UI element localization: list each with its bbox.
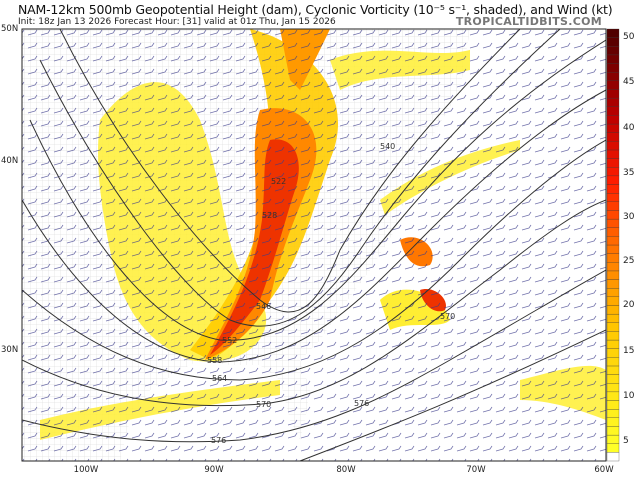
contour-label: 552 bbox=[222, 336, 237, 345]
colorbar-segment bbox=[606, 391, 620, 401]
colorbar-segment bbox=[606, 400, 620, 410]
colorbar-tick: 40 bbox=[623, 123, 635, 133]
colorbar-segment bbox=[606, 409, 620, 418]
lon-label-60w: 60W bbox=[594, 465, 614, 475]
colorbar-segment bbox=[606, 201, 620, 211]
contour-label: 558 bbox=[207, 356, 222, 365]
colorbar-tick: 45 bbox=[623, 77, 635, 87]
height-contours bbox=[22, 29, 606, 461]
colorbar-segment bbox=[606, 270, 620, 280]
colorbar-segment bbox=[606, 28, 620, 38]
contour-label: 576 bbox=[211, 436, 226, 445]
lat-label-30n: 30N bbox=[1, 345, 19, 355]
colorbar-segment bbox=[606, 443, 620, 453]
colorbar-segment bbox=[606, 210, 620, 220]
colorbar-segment bbox=[606, 383, 620, 393]
colorbar-segment bbox=[606, 89, 620, 99]
colorbar-segment bbox=[606, 97, 620, 107]
contour-label: 546 bbox=[256, 302, 271, 311]
map-subtitle: Init: 18z Jan 13 2026 Forecast Hour: [31… bbox=[18, 17, 336, 27]
colorbar-segment bbox=[606, 357, 620, 367]
colorbar bbox=[606, 28, 620, 462]
colorbar-tick: 30 bbox=[623, 212, 635, 222]
colorbar-segment bbox=[606, 175, 620, 185]
colorbar-segment bbox=[606, 167, 620, 177]
colorbar-segment bbox=[606, 417, 620, 427]
map-frame bbox=[21, 28, 607, 462]
colorbar-segment bbox=[606, 348, 620, 358]
colorbar-segment bbox=[606, 434, 620, 444]
colorbar-tick: 20 bbox=[623, 300, 635, 310]
colorbar-tick: 25 bbox=[623, 256, 635, 266]
colorbar-tick: 5 bbox=[623, 436, 629, 446]
colorbar-segment bbox=[606, 322, 620, 332]
colorbar-segment bbox=[606, 132, 620, 142]
contour-label: 570 bbox=[256, 400, 271, 409]
colorbar-tick: 50 bbox=[623, 32, 635, 42]
colorbar-tick: 35 bbox=[623, 168, 635, 178]
colorbar-segment bbox=[606, 149, 620, 159]
contour-label: 522 bbox=[271, 177, 286, 186]
colorbar-segment bbox=[606, 115, 620, 125]
colorbar-segment bbox=[606, 63, 620, 73]
lon-label-100w: 100W bbox=[73, 465, 99, 475]
contour-label: 570 bbox=[440, 312, 455, 321]
colorbar-segment bbox=[606, 279, 620, 289]
colorbar-segment bbox=[606, 374, 620, 384]
colorbar-segment bbox=[606, 331, 620, 341]
colorbar-tick: 10 bbox=[623, 391, 635, 401]
colorbar-segment bbox=[606, 158, 620, 168]
colorbar-segment bbox=[606, 80, 620, 90]
lat-label-50n: 50N bbox=[1, 24, 19, 34]
contour-label: 540 bbox=[380, 142, 395, 151]
colorbar-segment bbox=[606, 37, 620, 47]
colorbar-segment bbox=[606, 227, 620, 237]
colorbar-segment bbox=[606, 123, 620, 133]
lat-label-40n: 40N bbox=[1, 156, 19, 166]
colorbar-segment bbox=[606, 244, 620, 254]
lon-label-70w: 70W bbox=[466, 465, 486, 475]
colorbar-segment bbox=[606, 236, 620, 246]
colorbar-tick: 15 bbox=[623, 346, 635, 356]
colorbar-segment bbox=[606, 184, 620, 194]
colorbar-segment bbox=[606, 141, 620, 151]
colorbar-segment bbox=[606, 452, 620, 462]
contour-label: 564 bbox=[212, 374, 227, 383]
contour-labels: 522 528 540 546 552 558 564 570 576 570 … bbox=[207, 142, 455, 445]
contour-label: 576 bbox=[354, 399, 369, 408]
colorbar-segment bbox=[606, 288, 620, 297]
colorbar-segment bbox=[606, 296, 620, 306]
colorbar-segment bbox=[606, 426, 620, 436]
colorbar-segment bbox=[606, 313, 620, 323]
contour-label: 528 bbox=[262, 211, 277, 220]
lon-label-80w: 80W bbox=[336, 465, 356, 475]
colorbar-segment bbox=[606, 106, 620, 116]
colorbar-segment bbox=[606, 365, 620, 375]
wind-barbs bbox=[22, 29, 606, 461]
colorbar-segment bbox=[606, 218, 620, 228]
colorbar-segment bbox=[606, 193, 620, 202]
colorbar-segment bbox=[606, 72, 620, 81]
colorbar-segment bbox=[606, 253, 620, 263]
watermark: TROPICALTIDBITS.COM bbox=[455, 15, 602, 28]
colorbar-segment bbox=[606, 305, 620, 315]
colorbar-segment bbox=[606, 262, 620, 272]
map-title: NAM-12km 500mb Geopotential Height (dam)… bbox=[18, 2, 613, 17]
colorbar-segment bbox=[606, 46, 620, 56]
lon-label-90w: 90W bbox=[204, 465, 224, 475]
colorbar-segment bbox=[606, 339, 620, 349]
colorbar-segment bbox=[606, 54, 620, 64]
